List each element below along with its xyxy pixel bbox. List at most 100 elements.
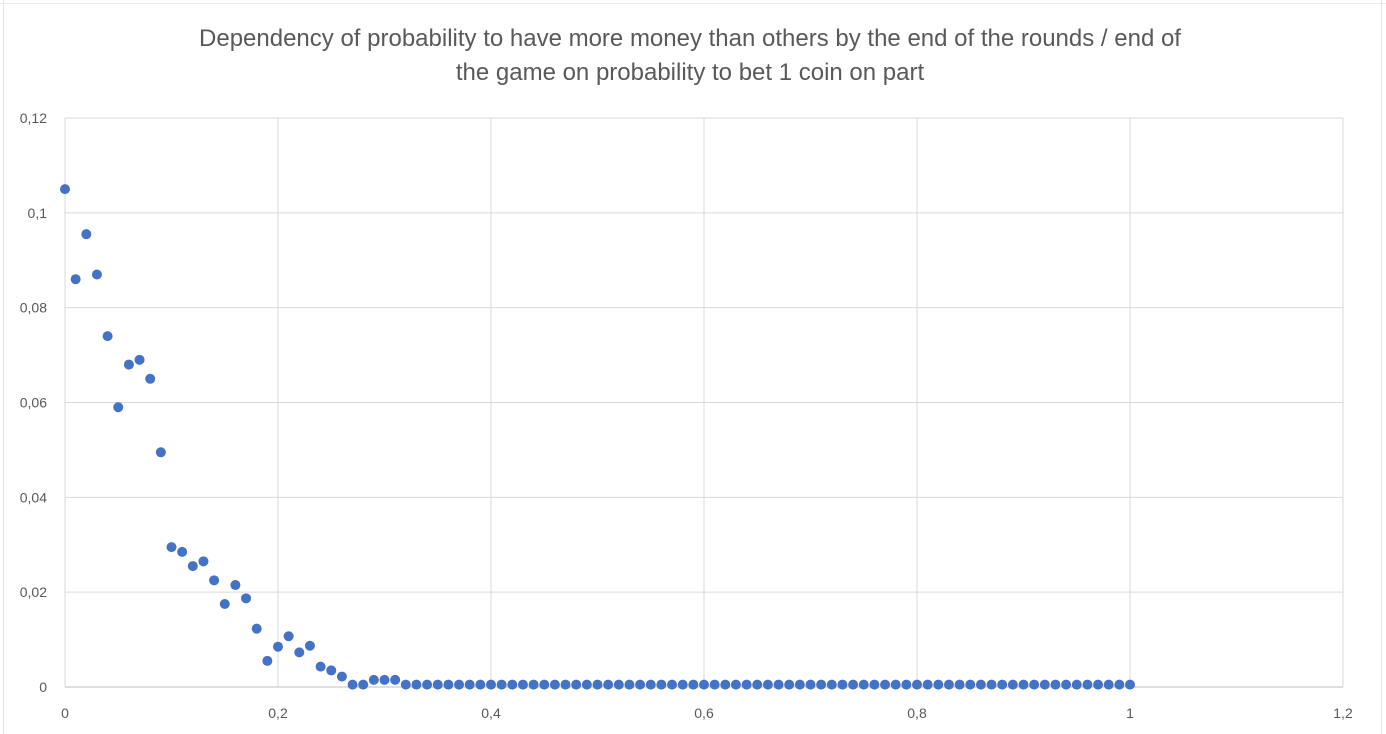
data-point xyxy=(81,229,92,240)
data-point xyxy=(198,556,209,567)
data-point xyxy=(560,679,571,690)
data-point xyxy=(805,679,816,690)
data-point xyxy=(166,542,177,553)
data-point xyxy=(273,641,283,652)
data-point xyxy=(123,359,134,370)
data-point xyxy=(241,593,252,604)
data-point xyxy=(613,679,624,690)
data-point xyxy=(858,679,869,690)
data-point xyxy=(986,679,997,690)
data-point xyxy=(954,679,965,690)
data-point xyxy=(443,679,454,690)
data-point xyxy=(1125,679,1135,690)
y-tick-label: 0,08 xyxy=(20,300,47,316)
data-point xyxy=(336,671,347,682)
data-point xyxy=(358,679,369,690)
data-point xyxy=(155,447,166,458)
data-point xyxy=(262,655,273,666)
grid-layer xyxy=(64,117,1344,688)
data-point xyxy=(304,640,315,651)
data-point xyxy=(294,647,305,658)
data-point xyxy=(922,679,933,690)
data-point xyxy=(539,679,550,690)
data-point xyxy=(592,679,603,690)
data-point xyxy=(624,679,635,690)
data-point xyxy=(1093,679,1104,690)
data-point xyxy=(699,679,709,690)
data-point xyxy=(816,679,827,690)
data-point xyxy=(933,679,944,690)
data-point xyxy=(507,679,518,690)
x-tick-label: 0,2 xyxy=(268,705,288,721)
data-point xyxy=(187,561,198,572)
x-tick-label: 0,4 xyxy=(481,705,501,721)
data-point xyxy=(571,679,582,690)
data-point xyxy=(251,623,262,634)
data-point xyxy=(890,679,901,690)
data-point xyxy=(368,674,379,685)
data-point xyxy=(1039,679,1050,690)
y-tick-label: 0,1 xyxy=(28,205,48,221)
data-point xyxy=(1050,679,1061,690)
data-point xyxy=(826,679,837,690)
tick-label-layer: 0 0,2 0,4 0,6 0,8 1 1,2 0 0,02 0,04 0,06 0,08 0,1 0,1… xyxy=(20,110,1353,721)
data-point xyxy=(848,679,859,690)
data-point xyxy=(549,679,560,690)
data-point xyxy=(177,546,188,557)
data-point xyxy=(688,679,699,690)
sheet-gridline-top xyxy=(0,3,1386,4)
data-point xyxy=(219,599,230,610)
data-point xyxy=(379,674,390,685)
x-tick-label: 1,2 xyxy=(1333,705,1353,721)
chart-title-line-2: the game on probability to bet 1 coin on… xyxy=(455,59,925,86)
y-tick-label: 0 xyxy=(39,679,47,695)
data-point xyxy=(209,575,220,586)
data-point xyxy=(528,679,539,690)
data-point xyxy=(784,679,795,690)
x-tick-label: 1 xyxy=(1126,705,1134,721)
data-point xyxy=(113,402,124,413)
y-tick-label: 0,04 xyxy=(20,489,47,505)
data-point xyxy=(1114,679,1125,690)
y-tick-label: 0,06 xyxy=(20,395,47,411)
data-point xyxy=(102,331,113,342)
data-point xyxy=(464,679,475,690)
data-point xyxy=(901,679,912,690)
data-point xyxy=(347,679,358,690)
data-point xyxy=(454,679,465,690)
data-point xyxy=(411,679,422,690)
data-point xyxy=(496,679,507,690)
data-point xyxy=(230,580,241,591)
data-point xyxy=(869,679,880,690)
data-point xyxy=(837,679,848,690)
data-point xyxy=(975,679,986,690)
sheet-gridline-left xyxy=(3,0,4,734)
data-point xyxy=(145,373,156,384)
sheet-gridline-right xyxy=(1381,0,1382,734)
data-point xyxy=(486,679,496,690)
y-tick-label: 0,02 xyxy=(20,584,47,600)
data-point xyxy=(326,665,337,676)
data-point xyxy=(475,679,486,690)
data-point xyxy=(1103,679,1114,690)
data-point xyxy=(741,679,752,690)
data-point xyxy=(400,679,411,690)
data-point xyxy=(60,184,70,195)
data-point xyxy=(880,679,891,690)
x-tick-label: 0,6 xyxy=(694,705,714,721)
data-point-layer xyxy=(60,184,1135,690)
data-point xyxy=(794,679,805,690)
data-point xyxy=(315,661,326,672)
x-tick-label: 0,8 xyxy=(907,705,927,721)
data-point xyxy=(667,679,678,690)
data-point xyxy=(997,679,1008,690)
data-point xyxy=(283,631,294,642)
data-point xyxy=(645,679,656,690)
chart-title-line-1: Dependency of probability to have more m… xyxy=(199,25,1181,52)
data-point xyxy=(432,679,443,690)
data-point xyxy=(656,679,667,690)
data-point xyxy=(1029,679,1040,690)
data-point xyxy=(517,679,528,690)
data-point xyxy=(1007,679,1018,690)
